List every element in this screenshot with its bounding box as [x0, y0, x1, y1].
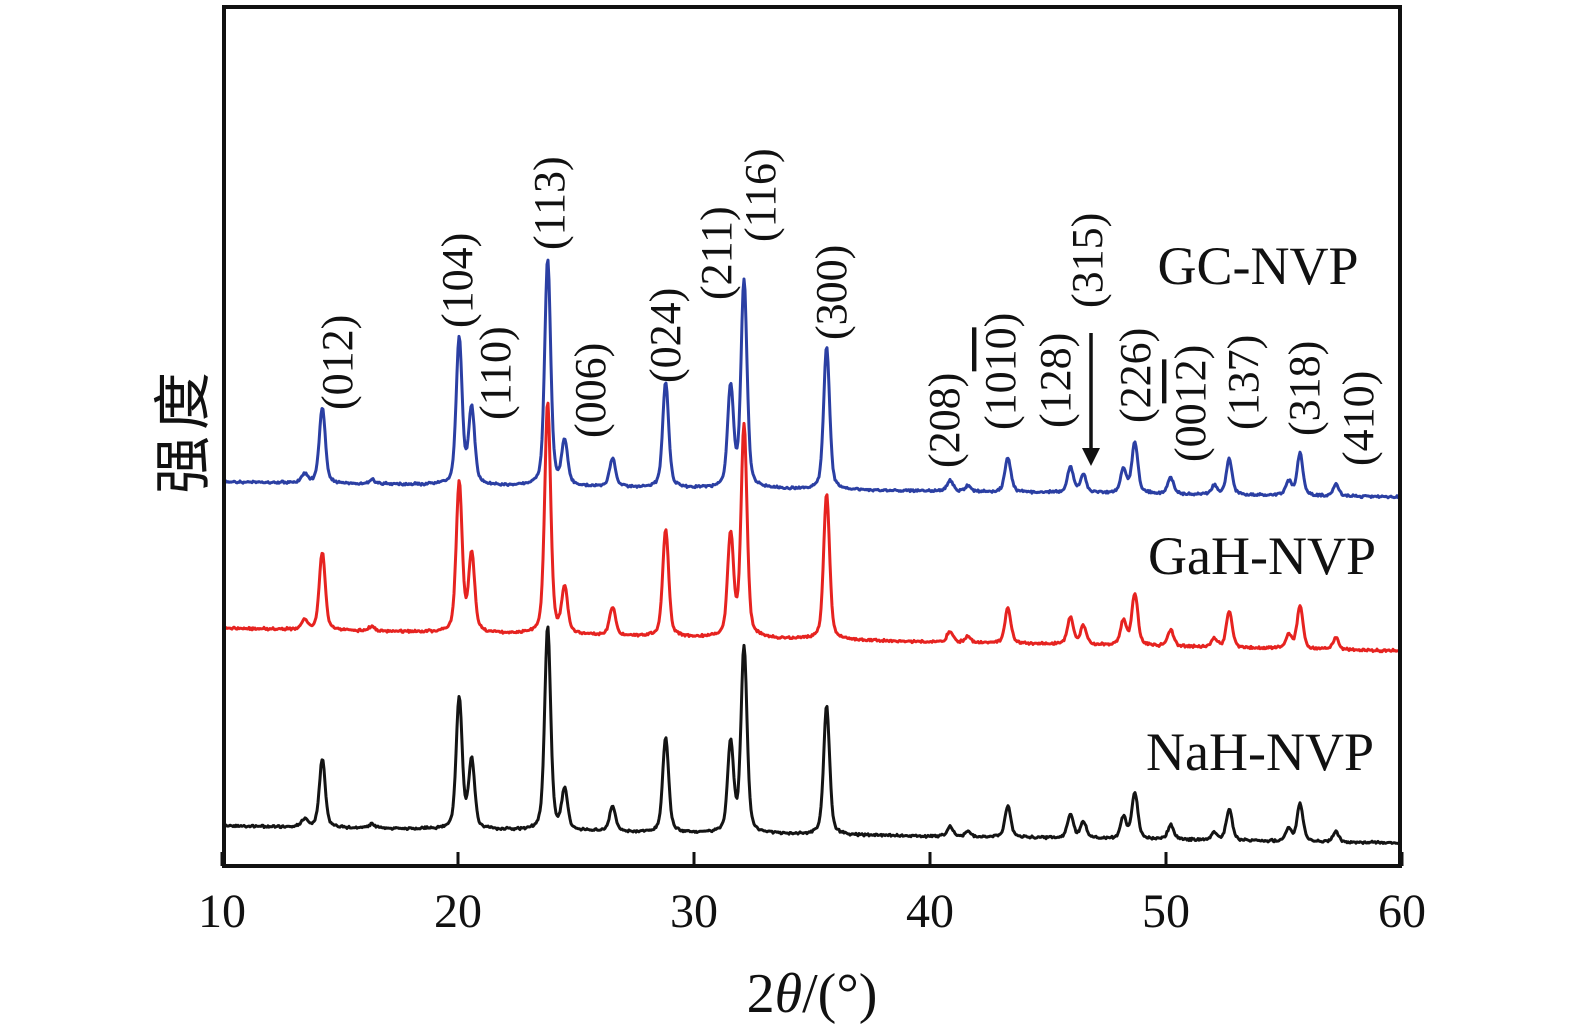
peak-label-7: (116): [736, 148, 785, 242]
peak-label-12: (315): [1063, 213, 1112, 308]
peak-label-9: (208): [920, 373, 969, 468]
peak-label-11: (128): [1031, 333, 1080, 428]
series-label-gc-nvp: GC-NVP: [1157, 236, 1359, 296]
peak-label-13: (226): [1111, 328, 1160, 423]
xrd-trace-gah-nvp: [225, 401, 1399, 654]
x-tick-label-60: 60: [1378, 885, 1426, 938]
x-tick-label-40: 40: [906, 885, 954, 938]
peak-label-16: (318): [1280, 341, 1329, 436]
x-tick-label-50: 50: [1142, 885, 1190, 938]
peak-label-15: (137): [1219, 335, 1268, 430]
annotation-arrowhead-icon: [1082, 448, 1100, 466]
peak-label-8: (300): [807, 245, 856, 340]
peak-label-3: (113): [525, 156, 574, 250]
x-tick-label-30: 30: [670, 885, 718, 938]
peak-label-4: (006): [566, 343, 615, 438]
x-axis-title: 2θ/(°): [747, 963, 878, 1025]
peak-label-10: (1010): [976, 313, 1025, 430]
peak-label-14: (0012): [1166, 345, 1215, 462]
peak-label-6: (211): [692, 206, 741, 300]
series-label-nah-nvp: NaH-NVP: [1146, 722, 1374, 782]
peak-label-2: (110): [471, 326, 520, 420]
peak-label-17: (410): [1334, 371, 1383, 466]
series-label-gah-nvp: GaH-NVP: [1148, 526, 1376, 586]
x-tick-label-20: 20: [434, 885, 482, 938]
plot-frame: [222, 5, 1402, 868]
peak-label-0: (012): [313, 315, 362, 410]
peak-label-1: (104): [433, 233, 482, 328]
xrd-trace-nah-nvp: [225, 625, 1399, 846]
y-axis-title: 强度: [151, 365, 216, 495]
x-tick-label-10: 10: [198, 885, 246, 938]
peak-label-5: (024): [641, 288, 690, 383]
xrd-trace-gc-nvp: [225, 258, 1399, 500]
